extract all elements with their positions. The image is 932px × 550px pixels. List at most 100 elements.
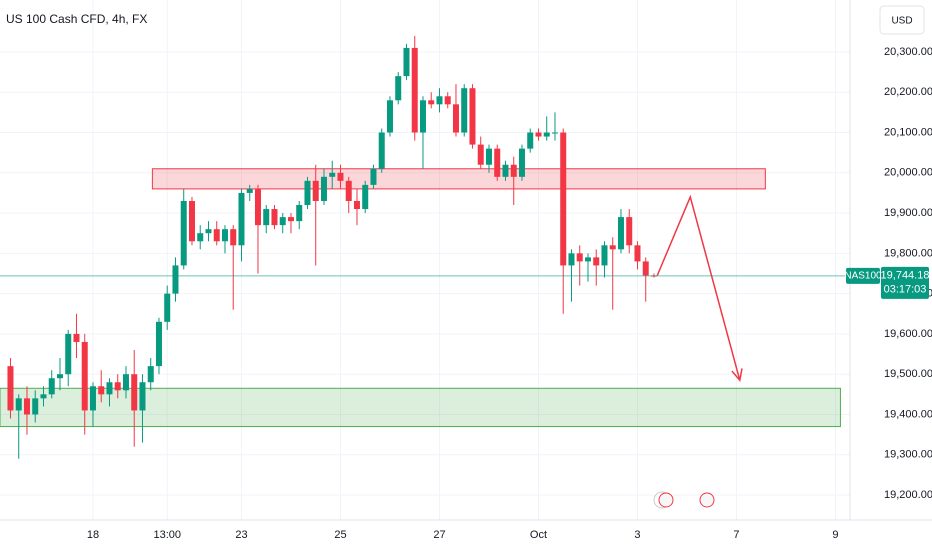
candle-body xyxy=(337,172,344,181)
candle-body xyxy=(131,374,138,411)
candle-body xyxy=(452,104,459,133)
arrow-head xyxy=(731,368,743,382)
candle-body xyxy=(362,184,369,210)
x-tick-label: 27 xyxy=(433,529,445,541)
y-tick-label: 19,500.00 xyxy=(884,368,932,380)
candle-body xyxy=(568,253,575,266)
candle-body xyxy=(378,132,385,169)
candle-body xyxy=(254,188,261,226)
candle-body xyxy=(312,180,319,201)
candle-body xyxy=(419,100,426,133)
candle-body xyxy=(180,200,187,266)
x-tick-label: 23 xyxy=(235,529,247,541)
event-icon[interactable] xyxy=(699,492,715,508)
candle-body xyxy=(535,132,542,137)
y-tick-label: 19,400.00 xyxy=(884,408,932,420)
last-price-label: 19,744.18 xyxy=(881,270,930,282)
overlay-layer xyxy=(0,194,850,382)
candle-body xyxy=(164,293,171,322)
x-tick-label: 7 xyxy=(733,529,739,541)
candle-body xyxy=(40,394,47,399)
y-tick-label: 20,100.00 xyxy=(884,126,932,138)
candle-body xyxy=(642,261,649,276)
candle-body xyxy=(221,229,228,242)
candle-body xyxy=(395,76,402,101)
candle-body xyxy=(617,217,624,250)
candle-body xyxy=(98,386,105,395)
event-icon[interactable] xyxy=(653,491,674,509)
candle-body xyxy=(370,168,377,185)
grid-layer xyxy=(0,0,850,520)
candle-body xyxy=(7,366,14,411)
x-tick-label: Oct xyxy=(530,529,547,541)
symbol-badge xyxy=(846,267,880,284)
currency-label: USD xyxy=(891,16,912,27)
candle-body xyxy=(271,209,278,226)
candle-body xyxy=(89,386,96,411)
y-tick-label: 19,800.00 xyxy=(884,247,932,259)
candle-body xyxy=(477,144,484,165)
y-tick-label: 20,200.00 xyxy=(884,86,932,98)
candle-body xyxy=(246,188,253,193)
candle-body xyxy=(65,333,72,375)
x-tick-label: 3 xyxy=(634,529,640,541)
candle-body xyxy=(296,205,303,222)
candle-body xyxy=(147,366,154,383)
y-tick-label: 19,900.00 xyxy=(884,207,932,219)
last-price-badge xyxy=(881,266,929,299)
candle-body xyxy=(114,382,121,391)
candle-body xyxy=(106,382,113,395)
candle-body xyxy=(205,229,212,234)
candle-body xyxy=(155,321,162,367)
candle-body xyxy=(23,398,30,415)
candle-body xyxy=(469,88,476,145)
candle-body xyxy=(527,132,534,149)
candle-body xyxy=(551,132,558,134)
y-tick-label: 20,300.00 xyxy=(884,46,932,58)
symbol-label: NAS100 xyxy=(844,270,882,281)
candle-body xyxy=(188,200,195,242)
candle-body xyxy=(172,265,179,294)
candle-body xyxy=(320,176,327,201)
x-tick-label: 25 xyxy=(334,529,346,541)
candle-body xyxy=(601,245,608,266)
candle-body xyxy=(502,164,509,177)
x-tick-label: 18 xyxy=(87,529,99,541)
candle-body xyxy=(634,245,641,262)
candle-body xyxy=(73,333,80,342)
currency-button[interactable] xyxy=(879,5,925,35)
candle-body xyxy=(510,164,517,177)
event-icon-flag xyxy=(658,492,674,508)
candle-body xyxy=(304,180,311,206)
candle-body xyxy=(139,382,146,411)
candle-body xyxy=(122,374,129,391)
candle-body xyxy=(279,217,286,226)
candle-body xyxy=(584,257,591,262)
candle-body xyxy=(197,233,204,242)
candle-body xyxy=(403,47,410,77)
candle-body xyxy=(238,192,245,246)
event-icon-flag xyxy=(699,492,715,508)
candle-body xyxy=(485,148,492,165)
candle-body xyxy=(287,217,294,222)
candle-body xyxy=(81,341,88,411)
candle-body xyxy=(428,100,435,105)
candle-body xyxy=(353,200,360,210)
y-tick-label: 19,300.00 xyxy=(884,449,932,461)
x-tick-label: 13:00 xyxy=(153,529,181,541)
candle-body xyxy=(32,398,39,415)
candle-body xyxy=(518,148,525,177)
candle-body xyxy=(436,96,443,105)
arrow-line xyxy=(656,194,741,381)
candle-body xyxy=(345,180,352,201)
y-tick-label: 20,000.00 xyxy=(884,167,932,179)
candle-body xyxy=(593,257,600,266)
candle-body xyxy=(543,132,550,137)
candle-body xyxy=(444,96,451,105)
candle-body xyxy=(411,47,418,133)
candle-body xyxy=(626,217,633,246)
candle-body xyxy=(609,245,616,250)
candle-body xyxy=(230,229,237,246)
